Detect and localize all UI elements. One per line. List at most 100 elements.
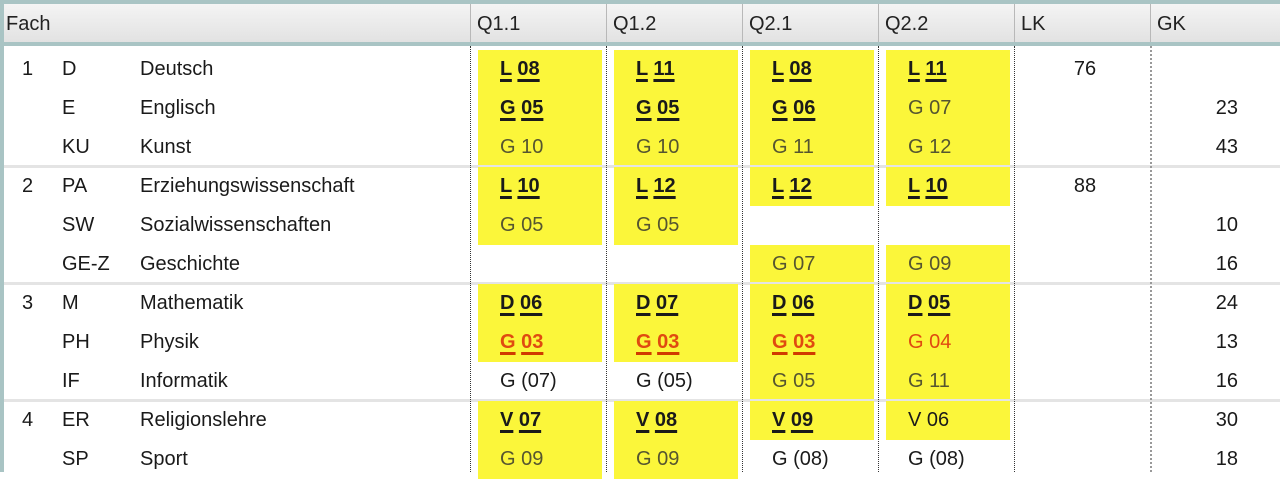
course-cell-q2-1[interactable]: L 12 [750, 167, 874, 206]
course-cell-q2-1[interactable] [750, 206, 874, 245]
column-header-gk[interactable]: GK [1150, 4, 1280, 42]
column-header-fach[interactable]: Fach [6, 13, 51, 35]
course-cell-q2-2[interactable]: G 11 [886, 362, 1010, 401]
course-cell-q2-2[interactable]: G 07 [886, 89, 1010, 128]
cell-part: 12 [789, 175, 812, 197]
course-cell-q2-1[interactable]: G 05 [750, 362, 874, 401]
table-row[interactable]: E Englisch G 05 G 05 G 06 G 07 23 [0, 89, 1280, 128]
course-cell-q2-2[interactable]: G 04 [886, 323, 1010, 362]
subject-name: Mathematik [140, 292, 244, 314]
cell-part: 07 [793, 253, 816, 275]
course-cell-q1-1[interactable]: V 07 [478, 401, 602, 440]
table-row[interactable]: SP Sport G 09 G 09 G (08) G (08) 18 [0, 440, 1280, 479]
course-cell-q2-1[interactable]: G 06 [750, 89, 874, 128]
cell-part: G [500, 136, 516, 158]
course-cell-q1-1[interactable]: G 10 [478, 128, 602, 167]
cell-part: L [772, 58, 784, 80]
table-row[interactable]: IF Informatik G (07) G (05) G 05 G 11 16 [0, 362, 1280, 401]
cell-part: G [636, 97, 652, 119]
column-header-q2-2[interactable]: Q2.2 [878, 4, 1014, 42]
course-cell-q1-2[interactable]: G 05 [614, 89, 738, 128]
subject-abbreviation: KU [62, 136, 90, 158]
lk-value: 88 [1073, 175, 1097, 197]
cell-part: 09 [790, 409, 814, 431]
course-cell-q1-1[interactable]: G 09 [478, 440, 602, 479]
cell-part: L [500, 58, 512, 80]
column-divider [1014, 46, 1015, 472]
course-cell-q2-2[interactable]: G (08) [886, 440, 1010, 479]
course-cell-q1-2[interactable]: V 08 [614, 401, 738, 440]
cell-part: 10 [517, 175, 540, 197]
course-cell-q1-2[interactable]: G 05 [614, 206, 738, 245]
cell-part: 08 [517, 58, 540, 80]
gk-value: 23 [1215, 97, 1238, 119]
course-cell-q1-2[interactable]: L 11 [614, 50, 738, 89]
course-cell-q2-1[interactable]: V 09 [750, 401, 874, 440]
cell-part: G [636, 136, 652, 158]
table-row[interactable]: PH Physik G 03 G 03 G 03 G 04 13 [0, 323, 1280, 362]
column-header-lk[interactable]: LK [1014, 4, 1150, 42]
course-cell-q2-1[interactable]: G 03 [750, 323, 874, 362]
subject-name: Physik [140, 331, 199, 353]
subject-name: Deutsch [140, 58, 214, 80]
course-cell-q1-1[interactable]: G 05 [478, 206, 602, 245]
column-divider [470, 46, 471, 472]
group-number: 1 [22, 58, 34, 80]
course-cell-q1-1[interactable]: G 03 [478, 323, 602, 362]
cell-part: G [908, 136, 924, 158]
course-cell-q1-1[interactable]: G 05 [478, 89, 602, 128]
table-row[interactable]: 3 M Mathematik D 06 D 07 D 06 D 05 24 [0, 284, 1280, 323]
cell-part: G [500, 97, 516, 119]
subject-name: Sport [140, 448, 188, 470]
subject-name: Erziehungswissenschaft [140, 175, 355, 197]
course-cell-q1-2[interactable]: G (05) [614, 362, 738, 401]
group-separator [4, 399, 1280, 402]
course-cell-q1-1[interactable]: L 10 [478, 167, 602, 206]
table-row[interactable]: 4 ER Religionslehre V 07 V 08 V 09 V 06 30 [0, 401, 1280, 440]
course-cell-q2-2[interactable]: L 10 [886, 167, 1010, 206]
cell-part: G [772, 253, 788, 275]
table-row[interactable]: 1 D Deutsch L 08 L 11 L 08 L 11 76 [0, 50, 1280, 89]
course-cell-q1-2[interactable]: D 07 [614, 284, 738, 323]
table-row[interactable]: 2 PA Erziehungswissenschaft L 10 L 12 L 12 L 1… [0, 167, 1280, 206]
cell-part: 08 [654, 409, 678, 431]
course-cell-q1-1[interactable]: G (07) [478, 362, 602, 401]
group-number: 4 [22, 409, 34, 431]
column-header-q2-1[interactable]: Q2.1 [742, 4, 878, 42]
course-cell-q1-2[interactable]: G 09 [614, 440, 738, 479]
course-cell-q2-2[interactable]: G 09 [886, 245, 1010, 284]
course-cell-q2-2[interactable] [886, 206, 1010, 245]
course-cell-q1-1[interactable] [478, 245, 602, 284]
cell-part: G [636, 448, 652, 470]
course-cell-q2-1[interactable]: L 08 [750, 50, 874, 89]
table-row[interactable]: KU Kunst G 10 G 10 G 11 G 12 43 [0, 128, 1280, 167]
cell-part: 05 [928, 292, 951, 314]
course-cell-q2-1[interactable]: G (08) [750, 440, 874, 479]
table-row[interactable]: GE-Z Geschichte G 07 G 09 16 [0, 245, 1280, 284]
course-cell-q2-2[interactable]: L 11 [886, 50, 1010, 89]
course-cell-q1-1[interactable]: L 08 [478, 50, 602, 89]
course-cell-q2-1[interactable]: G 11 [750, 128, 874, 167]
course-cell-q2-2[interactable]: G 12 [886, 128, 1010, 167]
cell-part: G [500, 448, 516, 470]
course-cell-q2-1[interactable]: G 07 [750, 245, 874, 284]
cell-part: G [500, 331, 516, 353]
course-cell-q1-2[interactable]: L 12 [614, 167, 738, 206]
column-header-q1-1[interactable]: Q1.1 [470, 4, 606, 42]
course-cell-q1-1[interactable]: D 06 [478, 284, 602, 323]
cell-part: L [636, 58, 648, 80]
subject-abbreviation: ER [62, 409, 90, 431]
subject-abbreviation: GE-Z [62, 253, 110, 275]
column-header-q1-2[interactable]: Q1.2 [606, 4, 742, 42]
course-cell-q1-2[interactable]: G 10 [614, 128, 738, 167]
subject-name: Kunst [140, 136, 192, 158]
table-row[interactable]: SW Sozialwissenschaften G 05 G 05 10 [0, 206, 1280, 245]
course-cell-q1-2[interactable]: G 03 [614, 323, 738, 362]
subject-abbreviation: E [62, 97, 76, 119]
lk-value: 76 [1073, 58, 1097, 80]
course-cell-q2-2[interactable]: V 06 [886, 401, 1010, 440]
subject-abbreviation: IF [62, 370, 80, 392]
course-cell-q1-2[interactable] [614, 245, 738, 284]
course-cell-q2-1[interactable]: D 06 [750, 284, 874, 323]
course-cell-q2-2[interactable]: D 05 [886, 284, 1010, 323]
